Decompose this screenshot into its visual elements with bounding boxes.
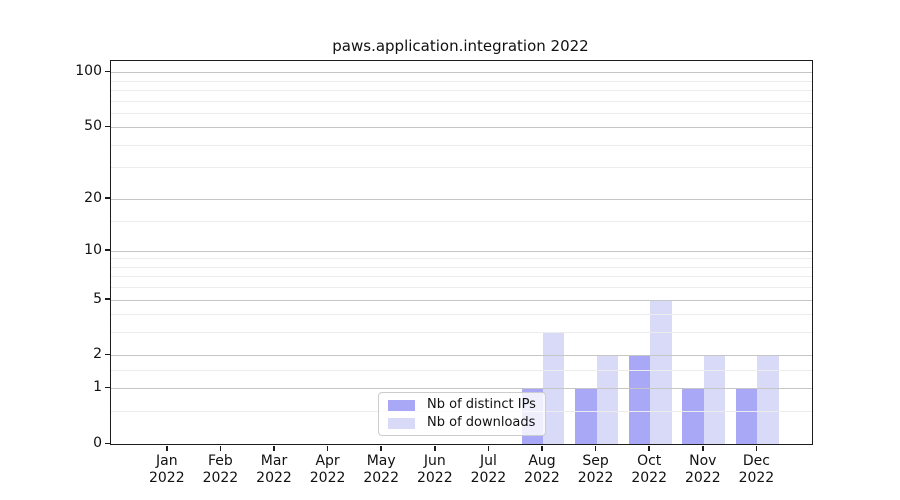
bar-downloads — [757, 355, 779, 444]
x-tick-label-may: May 2022 — [363, 453, 399, 486]
x-tick-mark — [273, 446, 275, 451]
y-minor-gridline — [111, 287, 812, 289]
x-tick-mark — [166, 446, 168, 451]
y-tick-label: 2 — [93, 346, 102, 363]
x-tick-mark — [219, 446, 222, 451]
y-tick-label: 5 — [93, 290, 102, 307]
legend-entry-downloads: Nb of downloads — [388, 416, 536, 430]
bar-distinct-ips — [628, 355, 651, 444]
y-gridline — [111, 72, 812, 74]
y-minor-gridline — [111, 314, 812, 316]
x-tick-mark — [755, 446, 758, 451]
x-tick-mark — [326, 446, 329, 451]
x-tick-mark — [380, 446, 382, 451]
legend: Nb of distinct IPs Nb of downloads — [378, 392, 546, 436]
y-minor-gridline — [111, 89, 812, 91]
x-tick-label-feb: Feb 2022 — [202, 453, 239, 486]
x-tick-label-jan: Jan 2022 — [148, 453, 185, 486]
x-tick-mark — [648, 446, 650, 451]
y-gridline — [111, 299, 812, 301]
y-tick-mark — [105, 125, 111, 128]
y-tick-label: 1 — [93, 379, 102, 396]
y-tick-label: 10 — [84, 241, 102, 258]
x-tick-label-mar: Mar 2022 — [256, 453, 292, 486]
x-tick-mark — [702, 446, 704, 451]
bar-downloads — [650, 299, 672, 444]
x-tick-label-oct: Oct 2022 — [631, 453, 667, 486]
x-tick-label-apr: Apr 2022 — [309, 453, 346, 486]
legend-label-downloads: Nb of downloads — [427, 415, 536, 430]
x-tick-mark — [487, 446, 490, 451]
y-tick-mark — [105, 298, 111, 300]
x-tick-label-nov: Nov 2022 — [684, 453, 721, 486]
y-minor-gridline — [111, 332, 812, 334]
x-tick-mark — [594, 446, 597, 451]
y-gridline — [111, 127, 812, 129]
x-tick-mark — [541, 446, 543, 451]
y-minor-gridline — [111, 100, 812, 102]
y-tick-label: 0 — [93, 435, 102, 451]
y-minor-gridline — [111, 112, 812, 114]
legend-label-distinct-ips: Nb of distinct IPs — [427, 397, 536, 412]
legend-entry-distinct-ips: Nb of distinct IPs — [388, 398, 536, 412]
y-gridline — [111, 198, 812, 200]
y-minor-gridline — [111, 266, 812, 268]
y-minor-gridline — [111, 80, 812, 82]
bar-distinct-ips — [575, 388, 597, 444]
chart-title: paws.application.integration 2022 — [332, 37, 589, 55]
y-tick-mark — [105, 197, 111, 199]
y-minor-gridline — [111, 276, 812, 278]
legend-swatch-distinct-ips-icon — [388, 399, 415, 411]
x-tick-mark — [434, 446, 436, 451]
y-tick-mark — [105, 70, 111, 73]
bar-distinct-ips — [682, 388, 704, 444]
legend-swatch-downloads-icon — [388, 417, 415, 429]
y-tick-mark — [105, 353, 111, 356]
x-tick-label-dec: Dec 2022 — [738, 453, 775, 486]
y-gridline — [111, 388, 812, 390]
y-minor-gridline — [111, 220, 812, 222]
y-tick-label: 50 — [84, 118, 102, 135]
y-tick-mark — [105, 442, 111, 444]
y-tick-mark — [105, 249, 111, 251]
y-gridline — [111, 355, 812, 357]
x-tick-label-jul: Jul 2022 — [470, 453, 507, 486]
y-gridline — [111, 250, 812, 252]
plot-area — [110, 60, 813, 445]
y-tick-mark — [105, 386, 111, 389]
x-tick-label-sep: Sep 2022 — [577, 453, 614, 486]
x-tick-label-jun: Jun 2022 — [416, 453, 453, 486]
y-minor-gridline — [111, 167, 812, 169]
bar-distinct-ips — [736, 388, 758, 444]
y-minor-gridline — [111, 370, 812, 372]
y-tick-label: 100 — [75, 63, 102, 80]
bar-downloads — [703, 355, 726, 444]
bar-downloads — [596, 355, 618, 444]
x-tick-label-aug: Aug 2022 — [524, 453, 560, 486]
y-tick-label: 20 — [84, 189, 102, 206]
y-minor-gridline — [111, 258, 812, 260]
y-minor-gridline — [111, 144, 812, 146]
